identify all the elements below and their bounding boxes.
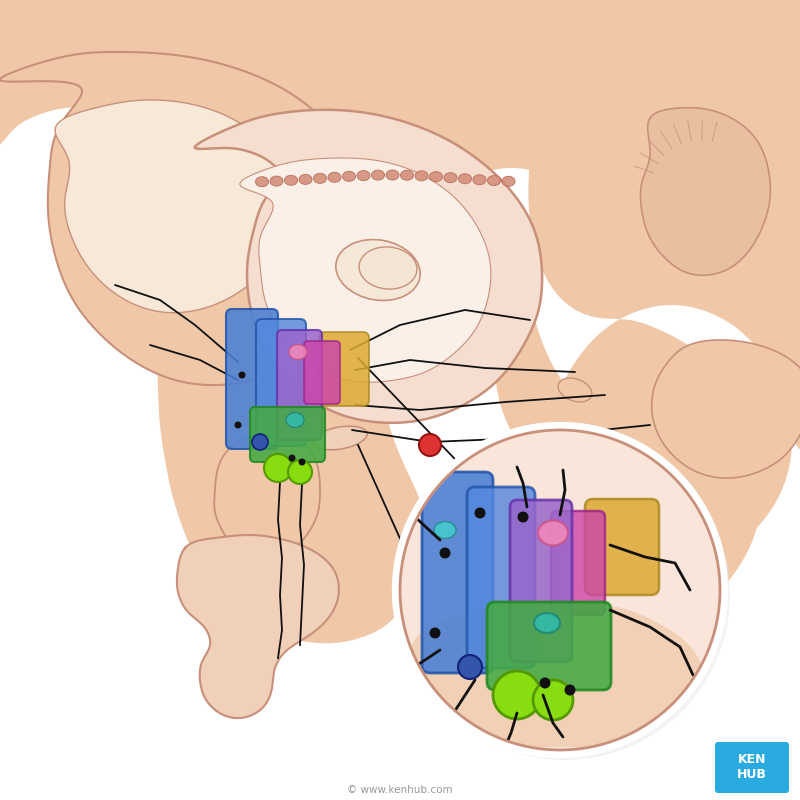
FancyBboxPatch shape <box>585 499 659 595</box>
Ellipse shape <box>502 176 515 186</box>
Polygon shape <box>240 158 491 382</box>
Polygon shape <box>528 0 800 618</box>
FancyBboxPatch shape <box>467 487 535 668</box>
Ellipse shape <box>359 247 417 289</box>
Text: KEN
HUB: KEN HUB <box>737 753 767 781</box>
Circle shape <box>474 507 486 518</box>
FancyBboxPatch shape <box>422 472 493 673</box>
Ellipse shape <box>336 239 420 301</box>
Ellipse shape <box>314 174 326 183</box>
FancyBboxPatch shape <box>510 500 572 662</box>
FancyBboxPatch shape <box>715 742 789 793</box>
Polygon shape <box>652 340 800 478</box>
Circle shape <box>565 685 575 695</box>
Ellipse shape <box>558 378 592 402</box>
Circle shape <box>419 434 441 456</box>
FancyBboxPatch shape <box>277 330 322 440</box>
Ellipse shape <box>371 170 385 180</box>
Circle shape <box>518 511 529 522</box>
Polygon shape <box>544 451 652 528</box>
Circle shape <box>288 460 312 484</box>
Circle shape <box>458 655 482 679</box>
Circle shape <box>264 454 292 482</box>
Ellipse shape <box>342 171 355 182</box>
Ellipse shape <box>286 413 304 427</box>
FancyBboxPatch shape <box>487 602 611 690</box>
Ellipse shape <box>444 173 457 182</box>
Polygon shape <box>214 434 320 558</box>
Ellipse shape <box>430 172 442 182</box>
FancyBboxPatch shape <box>304 341 340 404</box>
FancyBboxPatch shape <box>226 309 278 449</box>
Ellipse shape <box>415 171 428 181</box>
Ellipse shape <box>386 170 399 180</box>
FancyBboxPatch shape <box>319 332 369 406</box>
Ellipse shape <box>401 170 414 180</box>
Polygon shape <box>0 52 362 385</box>
Polygon shape <box>55 100 287 313</box>
Ellipse shape <box>328 172 341 182</box>
Text: © www.kenhub.com: © www.kenhub.com <box>347 785 453 795</box>
Ellipse shape <box>534 613 560 633</box>
Polygon shape <box>0 0 405 152</box>
Circle shape <box>289 454 295 462</box>
Circle shape <box>439 547 450 558</box>
Ellipse shape <box>357 170 370 181</box>
FancyBboxPatch shape <box>256 319 306 446</box>
Circle shape <box>238 371 246 378</box>
Circle shape <box>493 671 541 719</box>
Circle shape <box>533 680 573 720</box>
Ellipse shape <box>270 176 283 186</box>
Ellipse shape <box>299 174 312 184</box>
Circle shape <box>298 458 306 466</box>
Polygon shape <box>408 606 706 751</box>
Ellipse shape <box>538 521 568 546</box>
Circle shape <box>539 678 550 689</box>
FancyBboxPatch shape <box>551 511 605 615</box>
Ellipse shape <box>473 174 486 185</box>
Ellipse shape <box>487 175 501 186</box>
Polygon shape <box>641 108 770 275</box>
Circle shape <box>400 430 720 750</box>
Circle shape <box>430 627 441 638</box>
Circle shape <box>400 430 720 750</box>
Ellipse shape <box>458 174 471 184</box>
Circle shape <box>234 422 242 429</box>
Polygon shape <box>194 110 542 423</box>
Polygon shape <box>0 0 800 643</box>
Circle shape <box>400 430 730 760</box>
Ellipse shape <box>434 522 456 538</box>
Polygon shape <box>177 535 339 718</box>
Ellipse shape <box>313 426 367 450</box>
Ellipse shape <box>285 175 298 186</box>
Ellipse shape <box>289 345 307 359</box>
Circle shape <box>252 434 268 450</box>
FancyBboxPatch shape <box>250 407 325 462</box>
Ellipse shape <box>255 177 269 186</box>
